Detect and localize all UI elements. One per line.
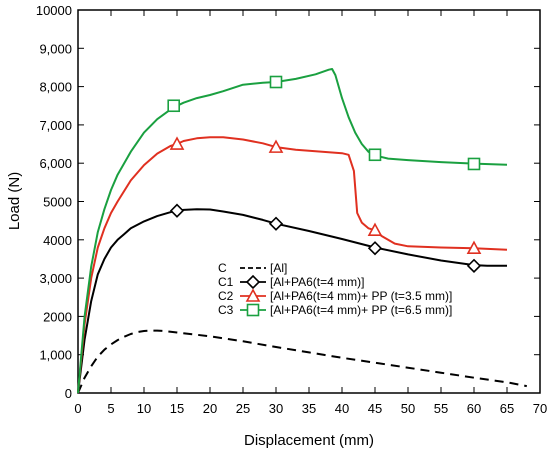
y-tick-label: 6,000 xyxy=(39,156,72,171)
x-tick-label: 0 xyxy=(74,401,81,416)
axis-ticks: 0 5 10 15 20 25 30 35 40 45 50 55 60 65 70 0 1,000 2000 3,… xyxy=(36,3,547,416)
legend-label-c: [Al] xyxy=(270,261,287,275)
x-tick-label: 35 xyxy=(302,401,316,416)
x-tick-label: 60 xyxy=(467,401,481,416)
legend-marker-c2 xyxy=(245,288,261,302)
legend-id-c: C xyxy=(218,261,227,275)
data-point-c1 xyxy=(268,216,284,231)
data-point-c2 xyxy=(466,240,482,255)
x-tick-label: 45 xyxy=(368,401,382,416)
x-tick-label: 55 xyxy=(434,401,448,416)
x-tick-label: 5 xyxy=(107,401,114,416)
plot-frame xyxy=(77,9,541,394)
data-point-c1 xyxy=(169,203,185,218)
x-tick-label: 65 xyxy=(500,401,514,416)
y-tick-label: 4000 xyxy=(43,233,72,248)
data-point-c1 xyxy=(367,241,383,256)
x-tick-label: 15 xyxy=(170,401,184,416)
x-tick-label: 40 xyxy=(335,401,349,416)
series-line-c1 xyxy=(77,208,507,394)
marker-layer xyxy=(167,75,482,273)
data-point-c3 xyxy=(368,148,382,162)
series-line-c2 xyxy=(77,136,508,394)
y-tick-label: 9,000 xyxy=(39,41,72,56)
data-point-c2 xyxy=(169,136,185,150)
y-tick-label: 3,000 xyxy=(39,271,72,286)
y-tick-label: 10000 xyxy=(36,3,72,18)
data-point-c3 xyxy=(269,75,283,89)
legend-label-c2: [Al+PA6(t=4 mm)+ PP (t=3.5 mm)] xyxy=(270,289,452,303)
legend-label-c3: [Al+PA6(t=4 mm)+ PP (t=6.5 mm)] xyxy=(270,303,452,317)
data-point-c3 xyxy=(467,157,481,171)
legend-marker-c1 xyxy=(245,274,261,290)
legend-label-c1: [Al+PA6(t=4 mm)] xyxy=(270,275,364,289)
y-tick-label: 8,000 xyxy=(39,80,72,95)
data-point-c2 xyxy=(268,139,284,153)
y-tick-label: 5000 xyxy=(43,195,72,210)
series-line-c xyxy=(77,329,527,394)
data-point-c1 xyxy=(466,258,482,273)
y-tick-label: 7,000 xyxy=(39,118,72,133)
legend-id-c2: C2 xyxy=(218,289,234,303)
x-axis-title: Displacement (mm) xyxy=(244,432,374,449)
data-point-c3 xyxy=(167,99,180,113)
data-point-c2 xyxy=(367,222,383,237)
x-tick-label: 20 xyxy=(203,401,217,416)
legend: C [Al] C1 [Al+PA6(t=4 mm)] C2 [Al+PA6(t=4 mm)… xyxy=(218,261,452,317)
series-layer xyxy=(77,68,527,394)
y-tick-label: 2000 xyxy=(43,309,72,324)
x-tick-label: 30 xyxy=(269,401,283,416)
x-tick-label: 50 xyxy=(401,401,415,416)
x-tick-label: 10 xyxy=(137,401,151,416)
x-tick-label: 70 xyxy=(533,401,547,416)
x-tick-label: 25 xyxy=(236,401,250,416)
y-tick-label: 0 xyxy=(65,386,72,401)
legend-id-c3: C3 xyxy=(218,303,234,317)
series-line-c3 xyxy=(77,68,508,394)
legend-marker-c3 xyxy=(246,303,260,317)
y-axis-title: Load (N) xyxy=(6,172,23,230)
legend-id-c1: C1 xyxy=(218,275,234,289)
y-tick-label: 1,000 xyxy=(39,348,72,363)
